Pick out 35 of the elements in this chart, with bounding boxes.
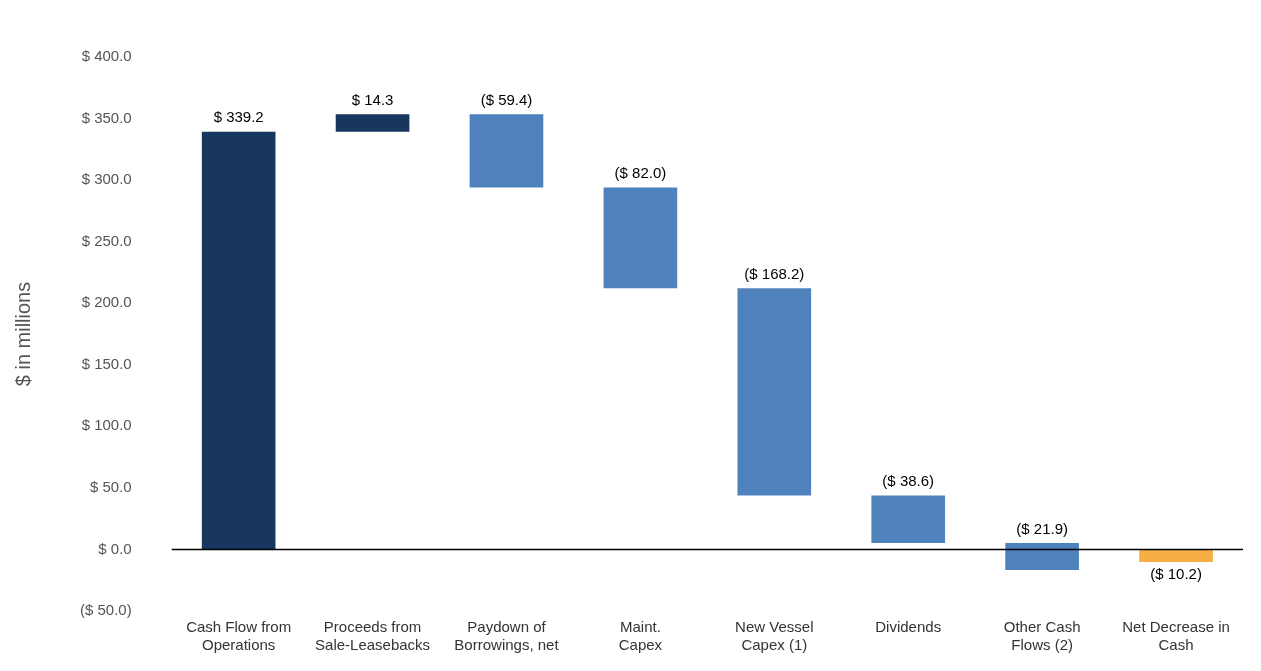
bar (201, 131, 276, 550)
bar (335, 114, 410, 132)
x-tick-label: Maint. Capex (618, 618, 663, 654)
x-tick-label: Proceeds from Sale-Leasebacks (315, 618, 431, 654)
y-tick-label: $ 0.0 (98, 539, 132, 557)
bar (737, 288, 812, 496)
data-label: $ 14.3 (351, 90, 394, 108)
bar (1139, 549, 1213, 562)
x-tick-label: Net Decrease in Cash (1122, 618, 1230, 654)
data-label: ($ 168.2) (744, 264, 805, 282)
y-tick-label: $ 150.0 (81, 354, 132, 372)
y-tick-label: $ 400.0 (81, 47, 132, 65)
y-tick-label: $ 300.0 (81, 170, 132, 188)
y-tick-label: $ 200.0 (81, 293, 132, 311)
y-axis-title: $ in millions (11, 281, 34, 387)
x-tick-label: Paydown of Borrowings, net (454, 618, 560, 654)
data-label: ($ 38.6) (882, 472, 935, 490)
y-tick-label: $ 250.0 (81, 231, 132, 249)
data-label: ($ 59.4) (480, 90, 533, 108)
x-tick-label: Other Cash Flows (2) (1003, 618, 1081, 654)
x-tick-label: New Vessel Capex (1) (735, 618, 814, 654)
y-tick-label: ($ 50.0) (79, 601, 132, 619)
x-tick-label: Cash Flow from Operations (186, 618, 292, 654)
data-label: ($ 10.2) (1150, 564, 1202, 582)
data-label: $ 339.2 (213, 108, 264, 126)
bar (469, 114, 544, 188)
data-label: ($ 82.0) (614, 164, 667, 182)
y-tick-label: $ 50.0 (89, 478, 132, 496)
y-tick-label: $ 100.0 (81, 416, 132, 434)
bar (603, 187, 678, 289)
x-tick-label: Dividends (875, 618, 942, 636)
data-label: ($ 21.9) (1016, 519, 1068, 537)
bar (1005, 542, 1079, 570)
bar (871, 495, 946, 543)
y-tick-label: $ 350.0 (81, 108, 132, 126)
